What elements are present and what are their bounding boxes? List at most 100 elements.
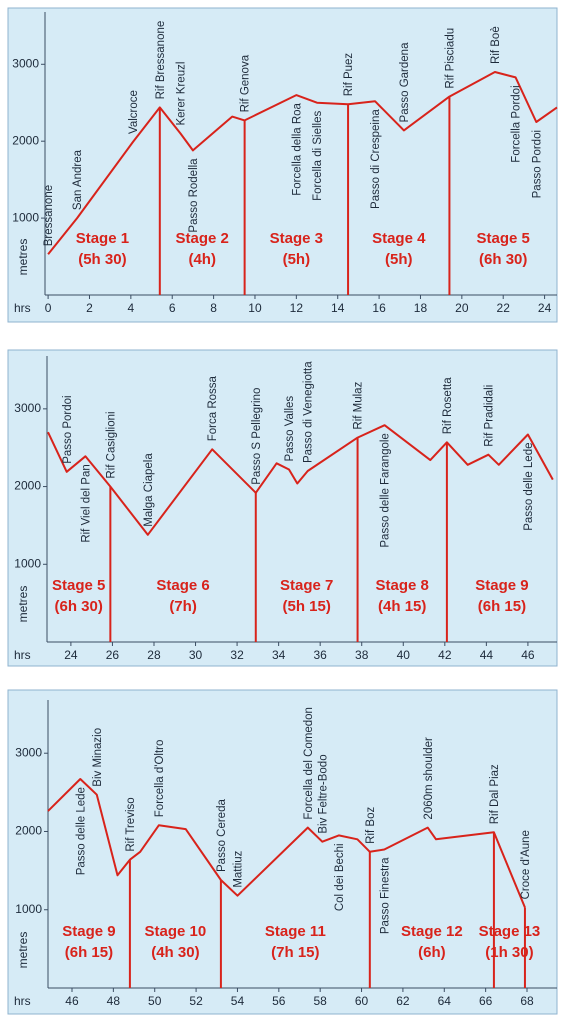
place-label: Biv Feltre-Bodo [317, 754, 329, 833]
place-label: Rif Boè [490, 26, 502, 64]
x-tick-label: 34 [272, 648, 286, 662]
stage-name: Stage 2 [176, 230, 229, 247]
place-label: Forca Rossa [207, 375, 219, 441]
place-label: Passo delle Lede [523, 442, 535, 530]
place-label: Forcella del Comedon [303, 707, 315, 820]
stage-duration: (7h) [169, 598, 197, 615]
place-label: Kerer Kreuzl [176, 62, 188, 126]
stage-name: Stage 10 [145, 923, 207, 940]
stage-name: Stage 6 [156, 577, 209, 594]
x-tick-label: 46 [65, 994, 79, 1008]
x-tick-label: 30 [189, 648, 203, 662]
stage-name: Stage 5 [477, 230, 530, 247]
x-tick-label: 10 [248, 301, 262, 315]
panel [7, 349, 558, 667]
place-label: Forcella Pordoi [511, 85, 523, 162]
x-tick-label: 4 [128, 301, 135, 315]
x-tick-label: 26 [106, 648, 120, 662]
place-label: Forcella d'Oltro [154, 740, 166, 818]
place-label: Passo Finestra [379, 857, 391, 934]
place-label: Forcella di Sielles [312, 111, 324, 201]
x-tick-label: 12 [290, 301, 304, 315]
profile-line [47, 71, 558, 255]
place-label: Passo di Venegiotta [303, 361, 315, 463]
x-axis-label: hrs [14, 648, 31, 662]
place-label: Biv Minazio [92, 728, 104, 787]
profile-line [47, 424, 554, 536]
y-tick-label: 3000 [15, 745, 42, 759]
x-tick-label: 38 [355, 648, 369, 662]
place-label: Passo Rodella [188, 158, 200, 233]
x-tick-label: 8 [210, 301, 217, 315]
stage-duration: (6h) [418, 944, 446, 961]
x-tick-label: 18 [414, 301, 428, 315]
stage-name: Stage 9 [475, 577, 528, 594]
place-label: 2060m shoulder [423, 737, 435, 820]
x-tick-label: 48 [107, 994, 121, 1008]
x-tick-label: 40 [397, 648, 411, 662]
x-tick-label: 64 [438, 994, 452, 1008]
stage-duration: (7h 15) [271, 944, 319, 961]
stage-duration: (5h) [283, 251, 311, 268]
stage-name: Stage 11 [265, 923, 326, 940]
x-tick-label: 32 [230, 648, 244, 662]
y-tick-label: 3000 [14, 401, 41, 415]
y-tick-label: 2000 [12, 133, 39, 147]
x-tick-label: 36 [313, 648, 327, 662]
x-axis-label: hrs [14, 301, 31, 315]
y-axis-label: metres [16, 586, 30, 623]
x-tick-label: 0 [45, 301, 52, 315]
profile-line [47, 778, 526, 908]
place-label: Rif Puez [343, 53, 355, 97]
place-label: Croce d'Aune [520, 830, 532, 899]
y-axis-label: metres [16, 239, 30, 276]
stage-name: Stage 13 [479, 923, 541, 940]
x-tick-label: 42 [438, 648, 452, 662]
stage-name: Stage 1 [76, 230, 129, 247]
place-label: Passo di Crespeina [370, 109, 382, 209]
stage-name: Stage 3 [270, 230, 323, 247]
place-label: Mattiuz [232, 850, 244, 887]
place-label: Rif Treviso [125, 797, 137, 851]
stage-name: Stage 9 [62, 923, 115, 940]
x-tick-label: 2 [86, 301, 93, 315]
place-label: Rif Viel del Pan [80, 464, 92, 542]
x-tick-label: 6 [169, 301, 176, 315]
place-label: Col dei Bechi [334, 843, 346, 911]
stage-duration: (5h 15) [282, 598, 330, 615]
place-label: Rif Bressanone [155, 21, 167, 100]
x-tick-label: 52 [189, 994, 203, 1008]
place-label: San Andrea [72, 149, 84, 210]
y-tick-label: 1000 [14, 556, 41, 570]
x-tick-label: 24 [538, 301, 552, 315]
place-label: Passo Gardena [399, 42, 411, 123]
place-label: Passo Cereda [216, 799, 228, 872]
x-tick-label: 28 [147, 648, 161, 662]
place-label: Rif Rosetta [442, 377, 454, 434]
stage-duration: (6h 30) [479, 251, 527, 268]
x-tick-label: 14 [331, 301, 345, 315]
stage-duration: (4h 15) [378, 598, 426, 615]
y-tick-label: 1000 [12, 210, 39, 224]
place-label: Passo Valles [284, 396, 296, 462]
y-tick-label: 3000 [12, 56, 39, 70]
stage-name: Stage 5 [52, 577, 105, 594]
stage-duration: (5h 30) [78, 251, 126, 268]
stage-duration: (5h) [385, 251, 413, 268]
x-tick-label: 68 [520, 994, 534, 1008]
stage-name: Stage 12 [401, 923, 463, 940]
place-label: Passo Pordoi [62, 395, 74, 463]
place-label: Malga Ciapela [143, 453, 155, 527]
stage-duration: (1h 30) [485, 944, 533, 961]
place-label: Rif Boz [365, 807, 377, 844]
panel [7, 7, 558, 323]
place-label: Rif Mulaz [353, 381, 365, 429]
y-axis-label: metres [16, 932, 30, 969]
x-tick-label: 50 [148, 994, 162, 1008]
stage-duration: (6h 30) [55, 598, 103, 615]
place-label: Forcella della Roa [291, 102, 303, 195]
place-label: Rif Pisciadu [444, 28, 456, 89]
place-label: Valcroce [128, 90, 140, 134]
place-label: Rif Pradidali [483, 385, 495, 447]
